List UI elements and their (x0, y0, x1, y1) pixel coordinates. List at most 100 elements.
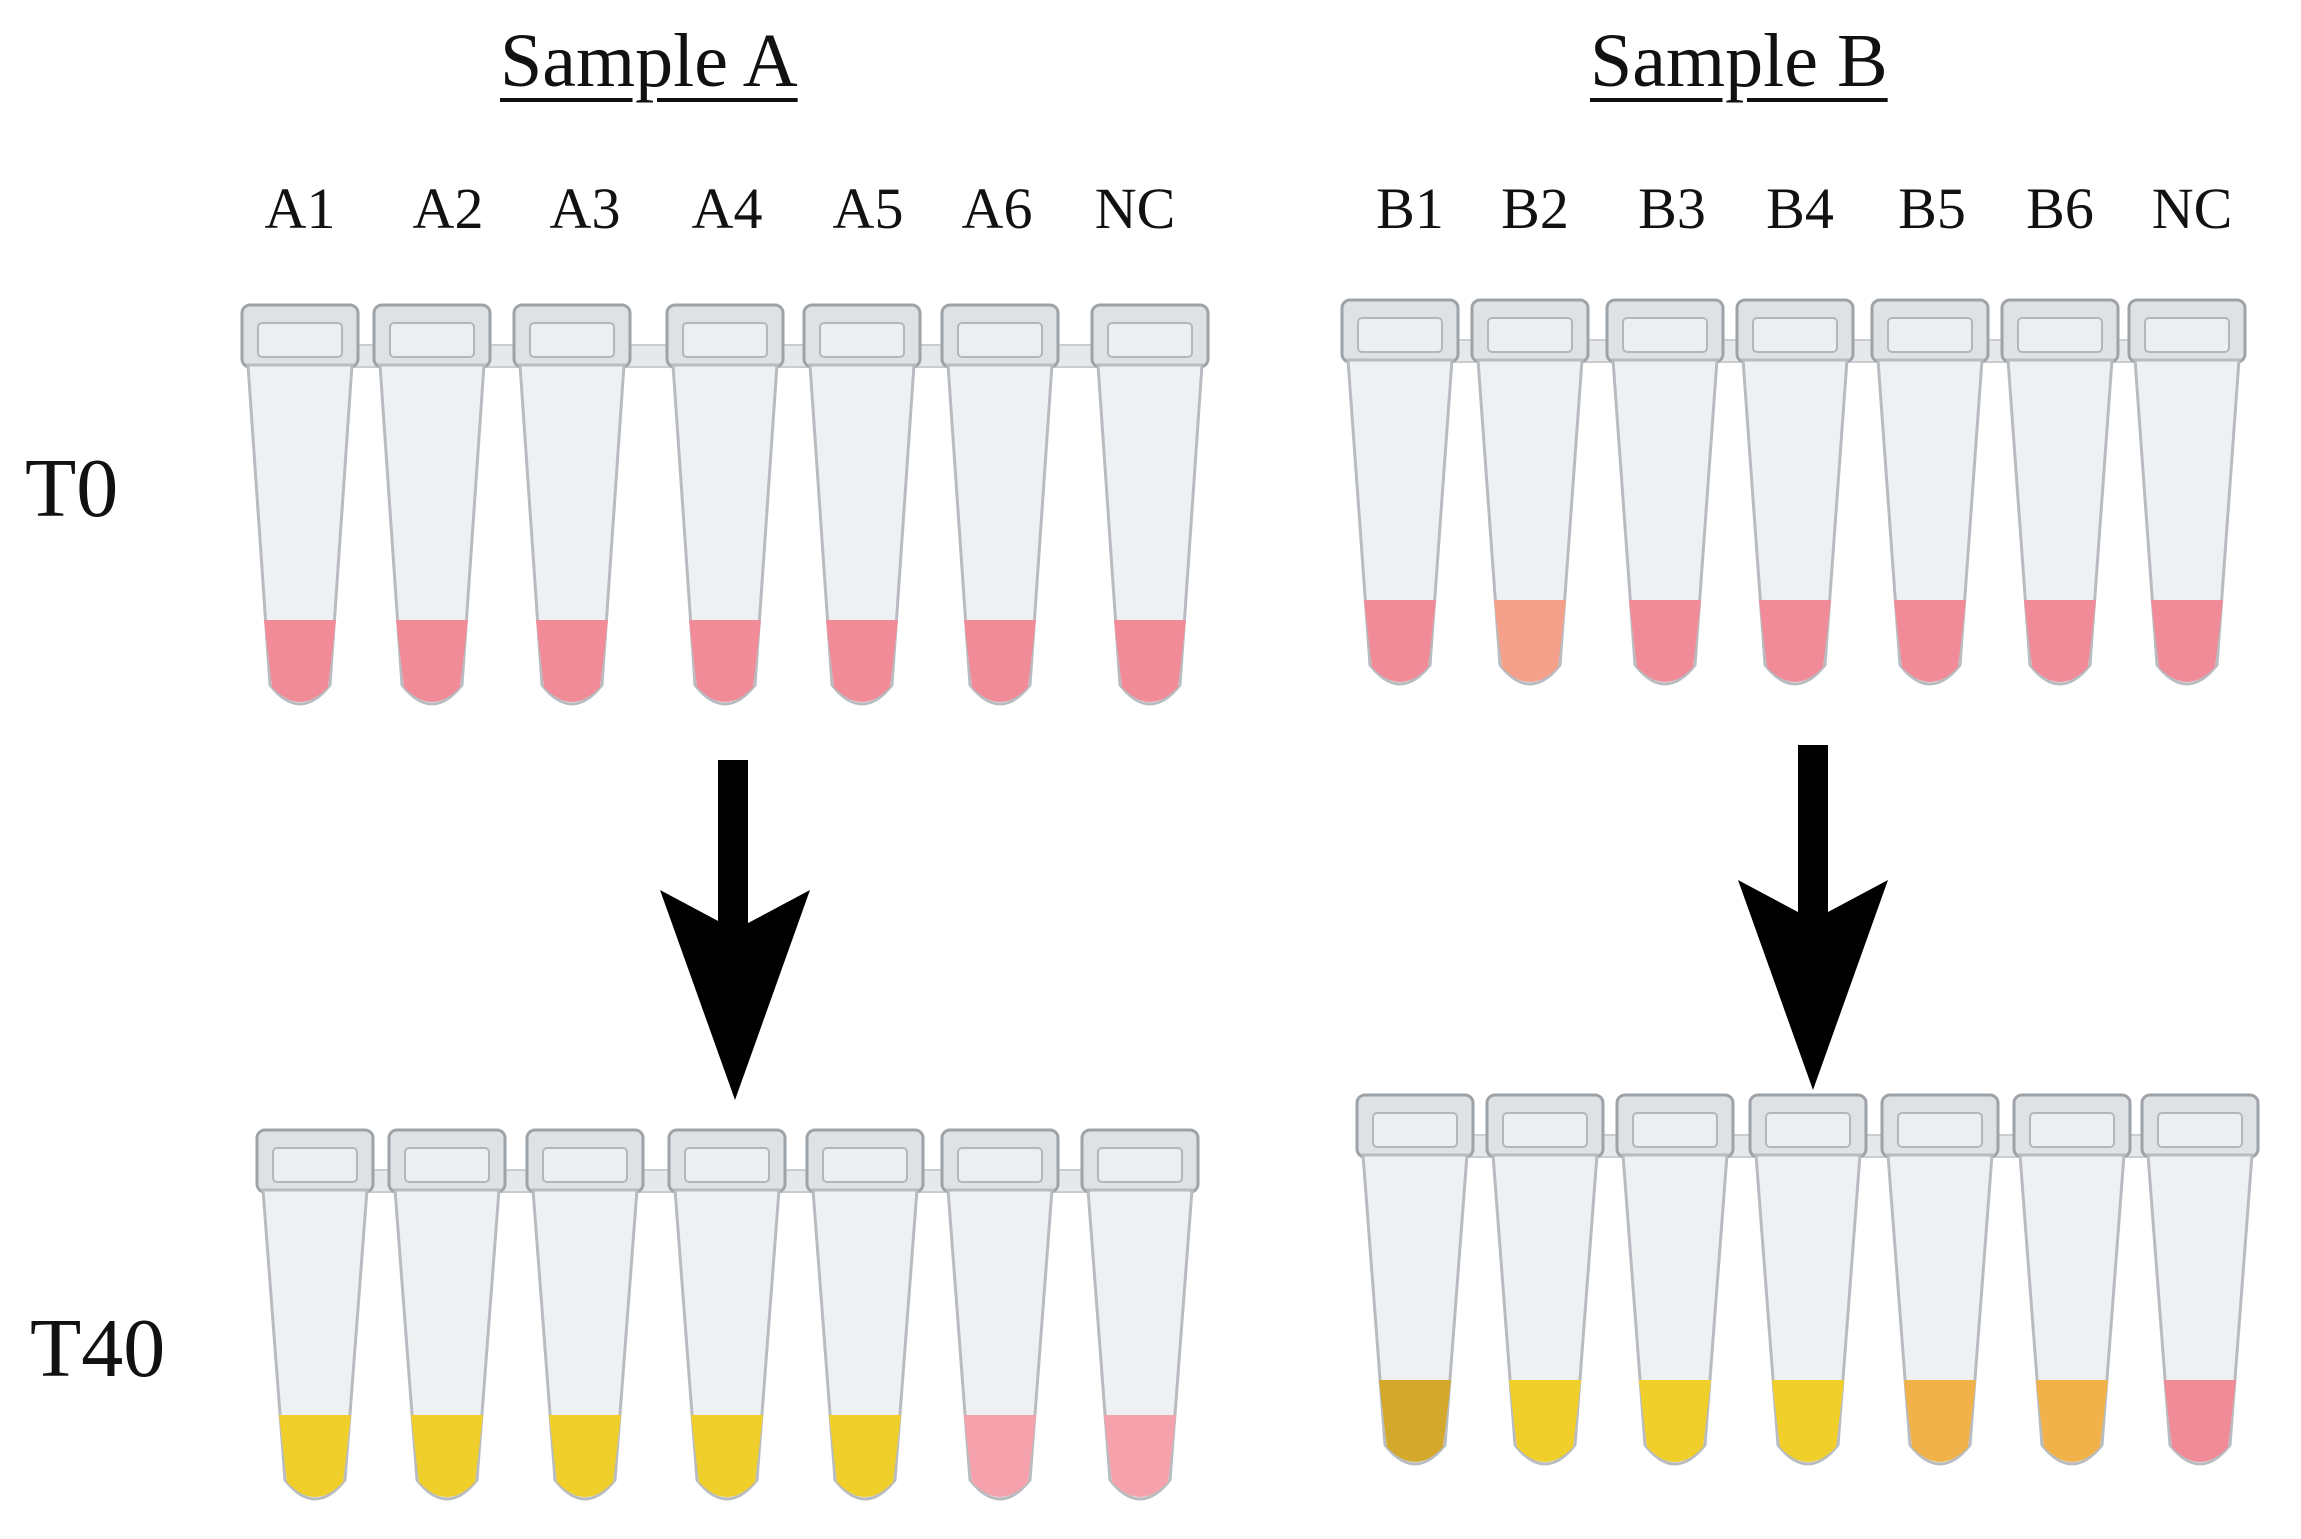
tube (665, 303, 785, 706)
tube-liquid (549, 1415, 621, 1497)
tube (255, 1128, 375, 1501)
tube (1880, 1093, 2000, 1466)
tube-liquid (1772, 1380, 1844, 1462)
tube (940, 1128, 1060, 1501)
tube-cap-inner (822, 1147, 908, 1183)
row-label-t0: T0 (25, 442, 119, 535)
tube-liquid (1494, 600, 1566, 682)
tube-body (671, 363, 779, 706)
tube-cap-inner (257, 322, 343, 358)
tube-liquid (279, 1415, 351, 1497)
tube-liquid (826, 620, 898, 702)
row-label-t40: T40 (30, 1302, 166, 1395)
tube-body (808, 363, 916, 706)
tube-cap-inner (684, 1147, 770, 1183)
tube-liquid (964, 1415, 1036, 1497)
tube-body (246, 363, 354, 706)
tube-strip (1355, 1093, 2260, 1466)
tube-label-b5: B5 (1898, 176, 1966, 241)
tube-cap-inner (1487, 317, 1573, 353)
tube (2012, 1093, 2132, 1466)
tube (1340, 298, 1460, 686)
tube-cap-inner (957, 1147, 1043, 1183)
tube-cap-inner (1502, 1112, 1588, 1148)
tube-liquid (2036, 1380, 2108, 1462)
tube (1735, 298, 1855, 686)
tube-cap-inner (957, 322, 1043, 358)
tube-liquid (1509, 1380, 1581, 1462)
tube (1080, 1128, 1200, 1501)
tube-liquid (1629, 600, 1701, 682)
tube-liquid (1904, 1380, 1976, 1462)
tube (1615, 1093, 1735, 1466)
tube-liquid (964, 620, 1036, 702)
tube-cap-inner (1097, 1147, 1183, 1183)
tube-cap-inner (404, 1147, 490, 1183)
tube (1605, 298, 1725, 686)
tube-liquid (2151, 600, 2223, 682)
tube (1485, 1093, 1605, 1466)
tube-liquid (2024, 600, 2096, 682)
tube-label-b1: B1 (1376, 176, 1444, 241)
tube-cap-inner (1897, 1112, 1983, 1148)
tube-cap-inner (529, 322, 615, 358)
tube-strip (1340, 298, 2247, 686)
tube-body (946, 363, 1054, 706)
tube-cap-inner (2144, 317, 2230, 353)
tube-liquid (1104, 1415, 1176, 1497)
tube-cap-inner (1107, 322, 1193, 358)
tube-label-a4: A4 (691, 176, 763, 241)
tube-cap-inner (682, 322, 768, 358)
tube (512, 303, 632, 706)
tube (2140, 1093, 2260, 1466)
sample-a-title: Sample A (500, 19, 798, 103)
tube (805, 1128, 925, 1501)
tube-label-a2: A2 (412, 176, 484, 241)
tube-label-a5: A5 (832, 176, 904, 241)
tube-liquid (264, 620, 336, 702)
tube-liquid (829, 1415, 901, 1497)
tube-cap-inner (272, 1147, 358, 1183)
tube (1090, 303, 1210, 706)
tube-cap-inner (1372, 1112, 1458, 1148)
tube-liquid (1894, 600, 1966, 682)
tube (1748, 1093, 1868, 1466)
tube-label-b6: B6 (2026, 176, 2094, 241)
tube-cap-inner (2029, 1112, 2115, 1148)
tube-label-a-nc: NC (1094, 176, 1176, 241)
tube-body (1096, 363, 1204, 706)
tube-label-a1: A1 (264, 176, 336, 241)
tube-label-b3: B3 (1638, 176, 1706, 241)
tube-cap-inner (2017, 317, 2103, 353)
tube-label-a6: A6 (961, 176, 1033, 241)
tube-cap-inner (1357, 317, 1443, 353)
tube-body (518, 363, 626, 706)
tube-liquid (1114, 620, 1186, 702)
tube-label-b4: B4 (1766, 176, 1834, 241)
tube-liquid (1379, 1380, 1451, 1462)
tube-liquid (396, 620, 468, 702)
tube-liquid (1639, 1380, 1711, 1462)
tube-liquid (691, 1415, 763, 1497)
tube (667, 1128, 787, 1501)
tube-strip (240, 303, 1210, 706)
tube-cap-inner (1887, 317, 1973, 353)
tube-label-b-nc: NC (2151, 176, 2233, 241)
tube-cap-inner (389, 322, 475, 358)
tube (802, 303, 922, 706)
tube-liquid (2164, 1380, 2236, 1462)
tube-cap-inner (1622, 317, 1708, 353)
tube-cap-inner (2157, 1112, 2243, 1148)
tube-liquid (1364, 600, 1436, 682)
tube (525, 1128, 645, 1501)
tube-cap-inner (1632, 1112, 1718, 1148)
tube (240, 303, 360, 706)
tube (2127, 298, 2247, 686)
tube-body (378, 363, 486, 706)
sample-b-title: Sample B (1590, 19, 1888, 103)
tube (387, 1128, 507, 1501)
tube-cap-inner (542, 1147, 628, 1183)
tube-liquid (411, 1415, 483, 1497)
tube (2000, 298, 2120, 686)
